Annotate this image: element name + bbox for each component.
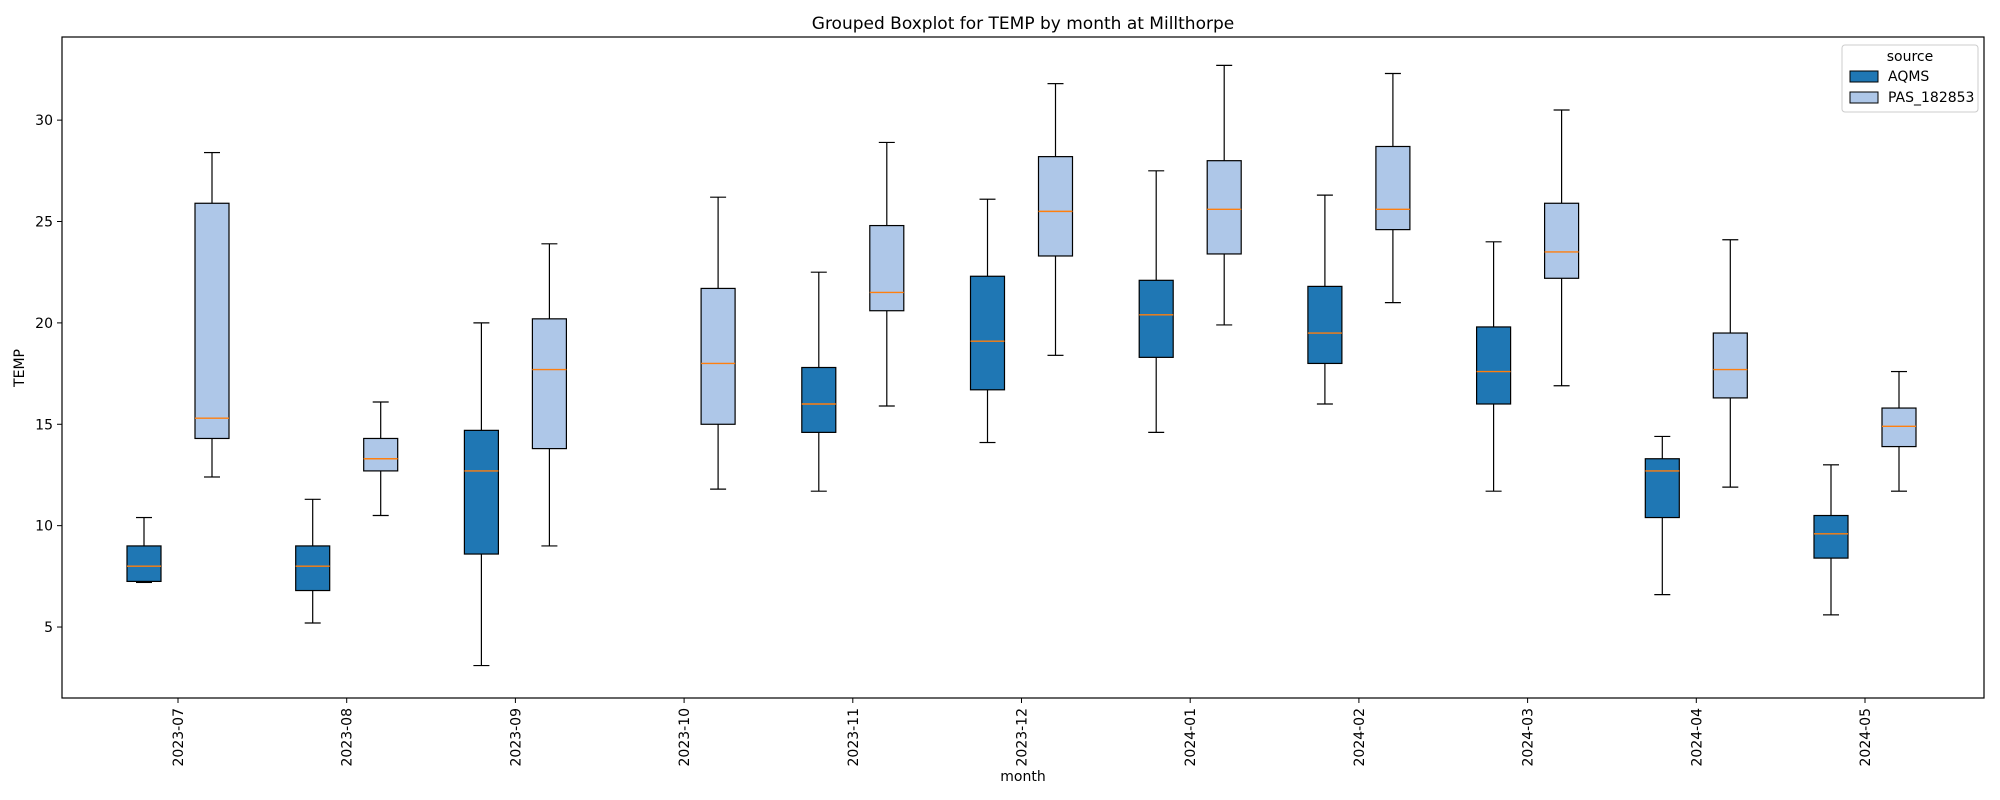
box-iqr bbox=[969, 275, 1006, 391]
box-iqr bbox=[531, 318, 568, 450]
y-axis: 5 10 15 20 25 30 bbox=[35, 113, 62, 636]
box-pas-2024-02 bbox=[1375, 72, 1411, 304]
legend-title: source bbox=[1887, 49, 1934, 65]
box-aqms-2023-08 bbox=[295, 498, 331, 624]
box-pas-2023-11 bbox=[869, 141, 905, 407]
box-aqms-2023-07 bbox=[126, 516, 162, 584]
box-aqms-2023-11 bbox=[801, 271, 837, 492]
box-pas-2023-07 bbox=[194, 151, 230, 478]
y-tick-label: 15 bbox=[35, 417, 53, 433]
x-tick-label: 2023-09 bbox=[508, 708, 524, 767]
box-iqr bbox=[1138, 279, 1174, 358]
plot-boxes bbox=[126, 64, 1917, 667]
x-tick-label: 2024-04 bbox=[1689, 708, 1705, 767]
x-axis: 2023-07 2023-08 2023-09 2023-10 2023-11 2023-… bbox=[171, 698, 1874, 767]
box-iqr bbox=[869, 224, 905, 312]
x-tick-label: 2023-07 bbox=[171, 708, 187, 767]
x-tick-label: 2023-10 bbox=[677, 708, 693, 767]
y-tick-label: 30 bbox=[35, 113, 53, 129]
box-pas-2023-09 bbox=[531, 243, 568, 547]
box-pas-2023-10 bbox=[700, 196, 736, 490]
x-axis-label: month bbox=[1000, 769, 1045, 785]
box-pas-2024-04 bbox=[1712, 239, 1748, 488]
box-pas-2024-05 bbox=[1881, 370, 1917, 492]
box-iqr bbox=[1206, 160, 1242, 255]
box-iqr bbox=[1307, 285, 1343, 365]
box-iqr bbox=[1475, 326, 1512, 405]
plot-frame bbox=[61, 36, 1985, 699]
box-iqr bbox=[700, 287, 736, 425]
y-tick-label: 10 bbox=[35, 519, 53, 535]
box-iqr bbox=[1037, 156, 1074, 257]
box-aqms-2024-03 bbox=[1475, 241, 1512, 492]
x-tick-label: 2024-02 bbox=[1352, 708, 1368, 767]
legend-label-aqms: AQMS bbox=[1888, 69, 1929, 85]
box-aqms-2024-01 bbox=[1138, 170, 1174, 433]
legend-swatch-aqms bbox=[1849, 70, 1879, 83]
box-aqms-2024-05 bbox=[1813, 464, 1849, 616]
legend-label-pas: PAS_182853 bbox=[1888, 90, 1974, 106]
box-iqr bbox=[1712, 332, 1748, 399]
x-tick-label: 2023-11 bbox=[846, 708, 862, 767]
box-pas-2023-08 bbox=[363, 401, 399, 517]
y-tick-label: 20 bbox=[35, 316, 53, 332]
box-pas-2023-12 bbox=[1037, 83, 1074, 356]
x-tick-label: 2024-05 bbox=[1858, 708, 1874, 767]
legend-swatch-pas bbox=[1849, 91, 1879, 104]
box-iqr bbox=[1813, 514, 1849, 559]
box-iqr bbox=[295, 545, 331, 592]
y-tick-label: 25 bbox=[35, 215, 53, 231]
legend: source AQMS PAS_182853 bbox=[1841, 44, 1979, 113]
box-pas-2024-03 bbox=[1543, 109, 1580, 387]
y-tick-label: 5 bbox=[44, 620, 53, 636]
x-tick-label: 2023-12 bbox=[1015, 708, 1031, 767]
box-iqr bbox=[1375, 145, 1411, 231]
box-aqms-2023-12 bbox=[969, 198, 1006, 444]
chart-title: Grouped Boxplot for TEMP by month at Mil… bbox=[812, 14, 1234, 34]
y-axis-label: TEMP bbox=[12, 349, 28, 388]
box-pas-2024-01 bbox=[1206, 64, 1242, 326]
box-iqr bbox=[363, 437, 399, 472]
box-iqr bbox=[126, 545, 162, 583]
box-iqr bbox=[194, 202, 230, 440]
box-aqms-2024-02 bbox=[1307, 194, 1343, 405]
box-iqr bbox=[1644, 458, 1680, 519]
x-tick-label: 2024-01 bbox=[1183, 708, 1199, 767]
x-tick-label: 2024-03 bbox=[1521, 708, 1537, 767]
box-aqms-2024-04 bbox=[1644, 435, 1680, 596]
box-iqr bbox=[801, 366, 837, 433]
box-aqms-2023-09 bbox=[463, 322, 499, 667]
box-iqr bbox=[1543, 202, 1580, 279]
box-iqr bbox=[1881, 407, 1917, 448]
box-iqr bbox=[463, 429, 499, 555]
x-tick-label: 2023-08 bbox=[340, 708, 356, 767]
